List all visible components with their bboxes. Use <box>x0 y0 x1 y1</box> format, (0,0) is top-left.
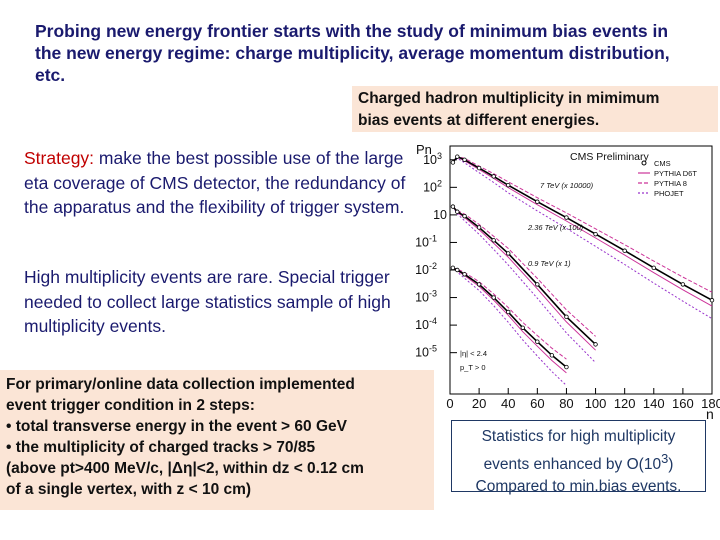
cms-data-point <box>593 231 598 237</box>
axis-ticks: 0 20 40 60 80 100 120 140 160 1801031021010-110-2… <box>415 151 720 411</box>
cut-label: |η| < 2.4 <box>460 349 487 358</box>
legend-label: PYTHIA D6T <box>654 169 697 178</box>
y-tick-label: 10-1 <box>415 233 437 249</box>
y-axis-label: Pn <box>416 142 432 157</box>
cms-data-point <box>535 199 540 204</box>
legend-label: CMS <box>654 159 671 168</box>
phojet-line <box>452 267 567 386</box>
x-tick-label: 140 <box>643 396 665 411</box>
chart-caption-line2: bias events at different energies. <box>358 112 600 129</box>
data-series <box>450 154 715 386</box>
x-tick-label: 100 <box>585 396 607 411</box>
y-tick-label: 102 <box>423 178 442 194</box>
chart-caption-line1: Charged hadron multiplicity in mimimum <box>358 90 660 107</box>
cut-label: p_T > 0 <box>460 363 486 372</box>
cms-data-line <box>452 267 567 368</box>
x-tick-label: 180 <box>701 396 720 411</box>
legend-label: PHOJET <box>654 189 684 198</box>
chart-caption: Charged hadron multiplicity in mimimum b… <box>352 86 718 132</box>
cms-data-point <box>709 298 715 303</box>
series-label: 7 TeV (x 10000) <box>540 181 594 190</box>
trigger-line: of a single vertex, with z < 10 cm) <box>6 481 252 498</box>
trigger-line: • the multiplicity of charged tracks > 7… <box>6 439 316 456</box>
cms-data-point <box>651 265 656 271</box>
cms-data-point <box>476 225 482 230</box>
cms-data-point <box>564 364 569 370</box>
multiplicity-chart: 0 20 40 60 80 100 120 140 160 1801031021010-110-2… <box>415 142 720 420</box>
cms-data-point <box>564 314 569 320</box>
y-tick-label: 10 <box>433 208 447 222</box>
stats-line1: Statistics for high multiplicity <box>481 428 676 445</box>
cms-data-point <box>491 238 496 243</box>
cms-data-point <box>680 282 686 287</box>
pythia-d6t-line <box>452 206 596 351</box>
stats-line2: events enhanced by O(103) <box>456 448 701 476</box>
statistics-box: Statistics for high multiplicity events … <box>451 420 706 495</box>
stats-line3: Compared to min.bias events. <box>475 478 682 496</box>
y-tick-label: 10-3 <box>415 289 437 305</box>
x-axis-label: n <box>706 406 714 420</box>
stats-line2-close: ) <box>668 456 674 474</box>
series-labels: 7 TeV (x 10000) 2.36 TeV (x 100) 0.9 TeV (… <box>527 181 594 268</box>
pythia-d6t-line <box>452 267 567 374</box>
cms-data-point <box>535 339 540 344</box>
cms-data-point <box>535 282 540 287</box>
cms-data-point <box>476 165 482 171</box>
trigger-line: For primary/online data collection imple… <box>6 376 355 393</box>
cms-data-point <box>476 282 482 287</box>
y-tick-label: 10-2 <box>415 261 437 277</box>
cms-data-point <box>450 204 456 209</box>
cms-data-point <box>593 342 598 347</box>
cms-data-point <box>491 174 496 179</box>
x-tick-label: 160 <box>672 396 694 411</box>
cms-data-point <box>462 213 467 219</box>
cms-data-point <box>506 182 511 188</box>
cms-data-point <box>462 157 467 162</box>
series-label: 0.9 TeV (x 1) <box>528 259 571 268</box>
pythia8-line <box>452 206 596 337</box>
cms-data-point <box>455 267 460 273</box>
cms-data-point <box>450 160 456 165</box>
cms-data-point <box>520 325 525 330</box>
intro-text: Probing new energy frontier starts with … <box>35 21 670 85</box>
chart-title: CMS Preliminary <box>570 151 650 163</box>
cms-data-point <box>506 309 511 315</box>
cms-data-point <box>564 215 569 220</box>
y-tick-label: 10-5 <box>415 344 437 360</box>
cms-data-point <box>549 353 555 358</box>
legend-label: PYTHIA 8 <box>654 179 687 188</box>
stats-exponent: 3 <box>661 451 669 466</box>
series-label: 2.36 TeV (x 100) <box>527 223 584 232</box>
trigger-line: event trigger condition in 2 steps: <box>6 397 255 414</box>
trigger-condition-box: For primary/online data collection imple… <box>0 370 434 510</box>
cms-data-point <box>622 248 627 253</box>
x-tick-label: 80 <box>559 396 573 411</box>
trigger-line: (above pt>400 MeV/c, |Δη|<2, within dz <… <box>6 460 364 477</box>
x-tick-label: 0 <box>446 396 453 411</box>
cms-data-point <box>506 251 511 256</box>
stats-line2-text: events enhanced by O(10 <box>483 456 662 474</box>
high-multiplicity-paragraph: High multiplicity events are rare. Speci… <box>24 267 391 336</box>
y-tick-label: 10-4 <box>415 316 437 332</box>
strategy-lead: Strategy: <box>24 148 95 168</box>
pythia8-line <box>452 267 567 360</box>
cms-data-point <box>491 295 496 300</box>
x-tick-label: 40 <box>501 396 515 411</box>
x-tick-label: 60 <box>530 396 544 411</box>
cms-data-point <box>462 272 467 277</box>
legend-marker <box>641 160 647 166</box>
x-tick-label: 20 <box>472 396 486 411</box>
cms-data-point <box>455 154 460 159</box>
phojet-line <box>452 157 713 320</box>
cms-data-point <box>455 209 460 214</box>
strategy-paragraph: Strategy: make the best possible use of … <box>24 146 424 220</box>
x-tick-label: 120 <box>614 396 636 411</box>
trigger-line: • total transverse energy in the event >… <box>6 418 347 435</box>
strategy-text: make the best possible use of the large … <box>24 148 406 217</box>
cms-data-point <box>450 265 456 271</box>
plot-frame <box>449 145 713 395</box>
